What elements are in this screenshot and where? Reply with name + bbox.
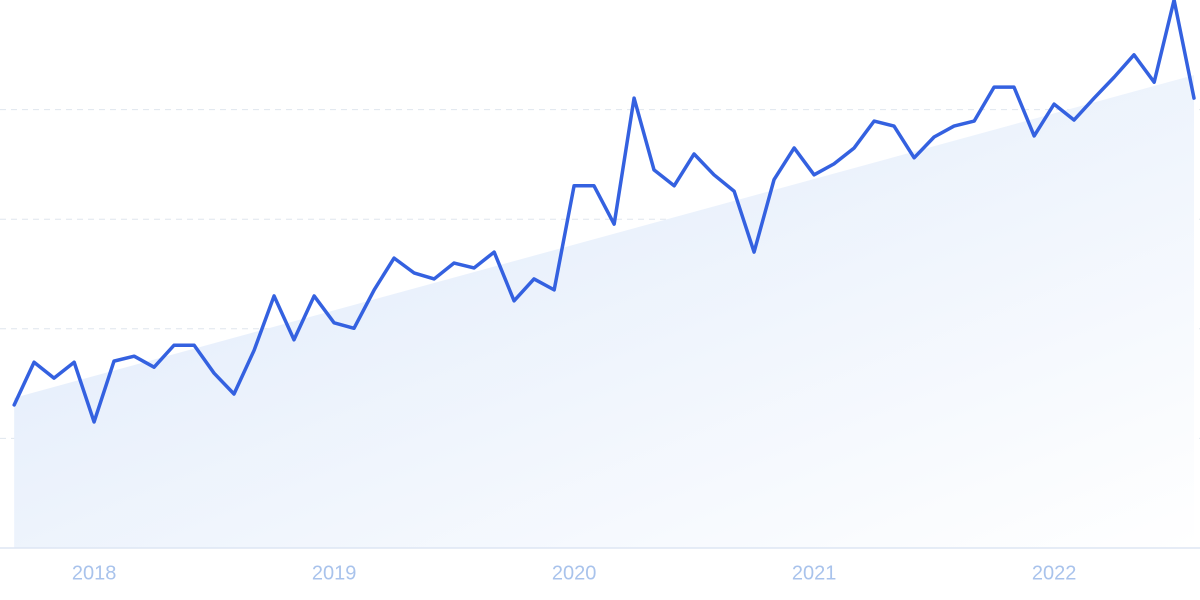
data-line [12, 0, 1196, 424]
x-tick-label: 2022 [1032, 562, 1077, 584]
trend-area [14, 75, 1194, 549]
x-tick-label: 2020 [552, 562, 597, 584]
x-tick-label: 2019 [312, 562, 357, 584]
x-tick-label: 2021 [792, 562, 837, 584]
x-tick-label: 2018 [72, 562, 117, 584]
